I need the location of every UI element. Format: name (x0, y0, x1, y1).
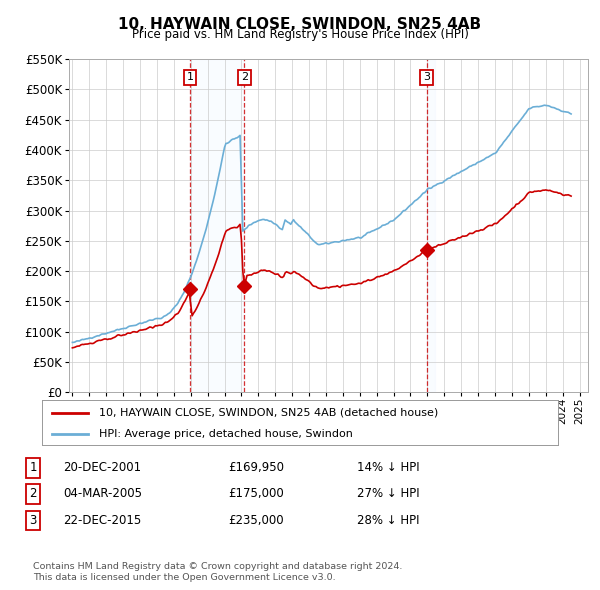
Text: 3: 3 (29, 514, 37, 527)
Text: 2: 2 (241, 73, 248, 83)
Text: Contains HM Land Registry data © Crown copyright and database right 2024.
This d: Contains HM Land Registry data © Crown c… (33, 562, 403, 582)
Text: £235,000: £235,000 (228, 514, 284, 527)
Text: HPI: Average price, detached house, Swindon: HPI: Average price, detached house, Swin… (99, 429, 353, 439)
Text: 28% ↓ HPI: 28% ↓ HPI (357, 514, 419, 527)
Bar (190, 59, 244, 392)
Text: Price paid vs. HM Land Registry's House Price Index (HPI): Price paid vs. HM Land Registry's House … (131, 28, 469, 41)
Bar (427, 59, 435, 392)
Text: 10, HAYWAIN CLOSE, SWINDON, SN25 4AB (detached house): 10, HAYWAIN CLOSE, SWINDON, SN25 4AB (de… (99, 408, 438, 418)
Text: £175,000: £175,000 (228, 487, 284, 500)
Text: 27% ↓ HPI: 27% ↓ HPI (357, 487, 419, 500)
Text: 1: 1 (187, 73, 194, 83)
Text: 2: 2 (29, 487, 37, 500)
Text: 22-DEC-2015: 22-DEC-2015 (63, 514, 141, 527)
Text: 20-DEC-2001: 20-DEC-2001 (63, 461, 141, 474)
Text: £169,950: £169,950 (228, 461, 284, 474)
Text: 10, HAYWAIN CLOSE, SWINDON, SN25 4AB: 10, HAYWAIN CLOSE, SWINDON, SN25 4AB (118, 17, 482, 31)
Text: 1: 1 (29, 461, 37, 474)
Text: 04-MAR-2005: 04-MAR-2005 (63, 487, 142, 500)
Text: 3: 3 (423, 73, 430, 83)
Text: 14% ↓ HPI: 14% ↓ HPI (357, 461, 419, 474)
